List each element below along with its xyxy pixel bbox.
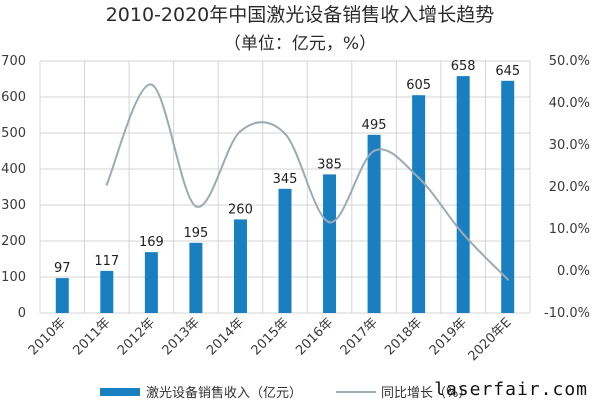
category-tick-label: 2015年 [249, 315, 292, 358]
legend: 激光设备销售收入（亿元） 同比增长（%） [100, 385, 471, 401]
bar-value-label: 345 [273, 172, 298, 187]
growth-line [105, 83, 509, 281]
bar [233, 219, 247, 313]
bar [501, 80, 515, 313]
right-tick-label: 40.0% [549, 96, 590, 111]
bar [456, 76, 470, 314]
line-series [105, 83, 509, 281]
legend-bar-swatch [100, 388, 140, 396]
bar-value-label: 117 [94, 254, 119, 269]
bar-value-label: 195 [183, 226, 208, 241]
bar-value-label: 97 [54, 261, 71, 276]
legend-line-label: 同比增长（%） [381, 386, 471, 401]
category-tick-label: 2014年 [204, 315, 247, 358]
bar-value-label: 645 [495, 64, 520, 79]
right-tick-label: 0.0% [557, 264, 590, 279]
bar-value-label: 495 [362, 118, 387, 133]
category-tick-label: 2010年 [26, 315, 69, 358]
bar-series: 97 117 169 195 260 345 385 495 605 658 645 [54, 59, 520, 314]
bar-value-label: 260 [228, 202, 253, 217]
growth-point [328, 221, 331, 224]
category-tick-label: 2016年 [293, 315, 336, 358]
growth-point [461, 232, 465, 236]
bar [323, 174, 337, 313]
bar [278, 188, 292, 313]
legend-bar-label: 激光设备销售收入（亿元） [146, 385, 302, 401]
category-tick-label: 2019年 [427, 315, 470, 358]
bar [55, 278, 69, 313]
left-tick-label: 600 [1, 90, 26, 105]
chart-title: 2010-2020年中国激光设备销售收入增长趋势 [106, 4, 495, 26]
bar-value-label: 169 [139, 235, 164, 250]
bar [189, 242, 203, 313]
bar [100, 270, 114, 313]
growth-point [417, 176, 420, 179]
growth-point [194, 205, 198, 208]
right-tick-label: 20.0% [549, 180, 590, 195]
bar-value-label: 385 [317, 157, 342, 172]
right-tick-label: 10.0% [549, 222, 590, 237]
growth-point [372, 149, 376, 153]
category-tick-label: 2018年 [382, 315, 425, 358]
right-tick-label: 50.0% [549, 54, 590, 69]
growth-point [239, 129, 242, 133]
left-tick-label: 400 [1, 162, 26, 177]
growth-point [150, 83, 153, 86]
bar [412, 95, 426, 313]
growth-point [506, 278, 509, 281]
left-tick-label: 300 [1, 198, 26, 213]
bar-value-label: 658 [451, 59, 476, 74]
watermark-text: laserfair.com [434, 379, 588, 400]
left-tick-label: 0 [18, 306, 26, 321]
left-tick-label: 100 [1, 270, 26, 285]
left-tick-label: 700 [1, 54, 26, 69]
right-tick-label: 30.0% [549, 138, 590, 153]
chart-subtitle: （单位：亿元，%） [224, 34, 376, 54]
category-tick-label: 2020年E [466, 315, 515, 364]
bar [367, 134, 381, 313]
bar [144, 252, 158, 313]
growth-point [283, 132, 287, 135]
category-tick-label: 2011年 [70, 315, 113, 358]
right-tick-label: -10.0% [544, 306, 590, 321]
left-tick-label: 500 [1, 126, 26, 141]
growth-point [105, 183, 109, 186]
category-tick-label: 2017年 [338, 315, 381, 358]
category-tick-label: 2012年 [115, 315, 158, 358]
bar-value-label: 605 [406, 78, 431, 93]
left-tick-label: 200 [1, 234, 26, 249]
category-tick-label: 2013年 [160, 315, 203, 358]
